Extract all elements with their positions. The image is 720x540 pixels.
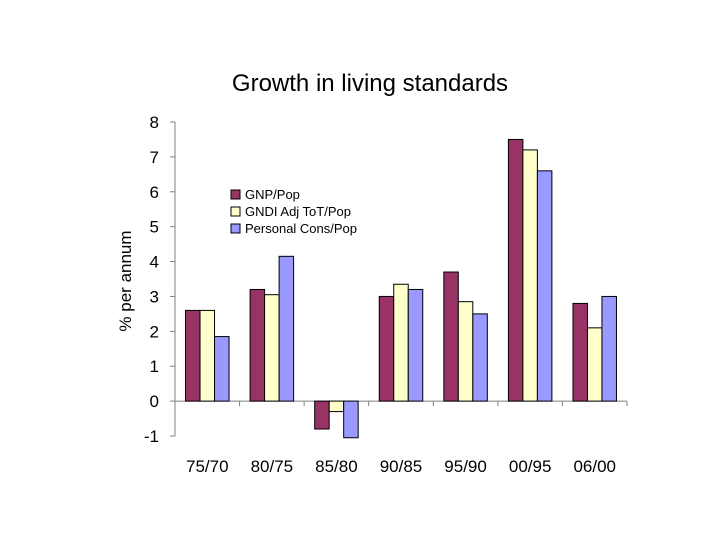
x-tick-label: 95/90 — [444, 457, 487, 476]
bar-personal-cons-pop-90-85 — [407, 288, 424, 402]
plot-area: 8 7 6 5 4 3 2 1 0 -1 75/70 80/75 85/80 90/85 95/90 00/9… — [144, 113, 628, 476]
y-tick-label: -1 — [144, 427, 159, 446]
bar-personal-cons-pop-85-80 — [343, 400, 359, 439]
x-tick-label: 06/00 — [573, 457, 616, 476]
bar-personal-cons-pop-80-75 — [278, 255, 295, 402]
bar-gndi-adj-tot-pop-75-70 — [199, 309, 216, 402]
x-tick-label: 00/95 — [509, 457, 552, 476]
bar-gndi-adj-tot-pop-95-90 — [457, 301, 474, 402]
bar-personal-cons-pop-75-70 — [214, 336, 230, 402]
y-tick-label: 0 — [150, 392, 159, 411]
legend: GNP/Pop GNDI Adj ToT/Pop Personal Cons/Pop — [230, 187, 357, 236]
bar-gndi-adj-tot-pop-85-80 — [328, 400, 345, 413]
chart-title: Growth in living standards — [232, 70, 508, 97]
bar-personal-cons-pop-06-00 — [601, 295, 617, 402]
bar-gnp-pop-75-70 — [185, 309, 201, 402]
legend-label: Personal Cons/Pop — [245, 221, 357, 236]
bar-gnp-pop-95-90 — [443, 271, 459, 402]
bar-personal-cons-pop-95-90 — [472, 313, 488, 402]
legend-label: GNP/Pop — [245, 187, 300, 202]
y-axis-label: % per annum — [116, 230, 135, 331]
bar-gnp-pop-85-80 — [314, 400, 330, 430]
y-tick-label: 2 — [150, 322, 159, 341]
y-tick-label: 5 — [150, 218, 159, 237]
bar-gnp-pop-90-85 — [378, 295, 395, 402]
bar-gndi-adj-tot-pop-06-00 — [586, 327, 603, 402]
x-tick-label: 90/85 — [380, 457, 423, 476]
y-tick-label: 6 — [150, 183, 159, 202]
legend-swatch-gnp-pop — [230, 189, 241, 200]
bar-gndi-adj-tot-pop-00-95 — [522, 149, 538, 402]
legend-swatch-gndi-adj-tot-pop — [230, 206, 241, 217]
legend-label: GNDI Adj ToT/Pop — [245, 204, 351, 219]
bar-gnp-pop-80-75 — [249, 288, 266, 402]
y-tick-label: 8 — [150, 113, 159, 132]
bar-gndi-adj-tot-pop-90-85 — [393, 283, 409, 402]
x-tick-label: 75/70 — [186, 457, 229, 476]
x-tick-label: 80/75 — [251, 457, 294, 476]
bar-personal-cons-pop-00-95 — [536, 170, 553, 402]
bar-gnp-pop-06-00 — [572, 302, 588, 402]
y-tick-label: 4 — [150, 253, 159, 272]
y-tick-label: 3 — [150, 287, 159, 306]
bar-gndi-adj-tot-pop-80-75 — [264, 294, 280, 402]
legend-swatch-personal-cons-pop — [230, 223, 241, 234]
bar-gnp-pop-00-95 — [507, 138, 524, 402]
x-tick-label: 85/80 — [315, 457, 358, 476]
y-tick-label: 7 — [150, 148, 159, 167]
y-tick-label: 1 — [150, 357, 159, 376]
